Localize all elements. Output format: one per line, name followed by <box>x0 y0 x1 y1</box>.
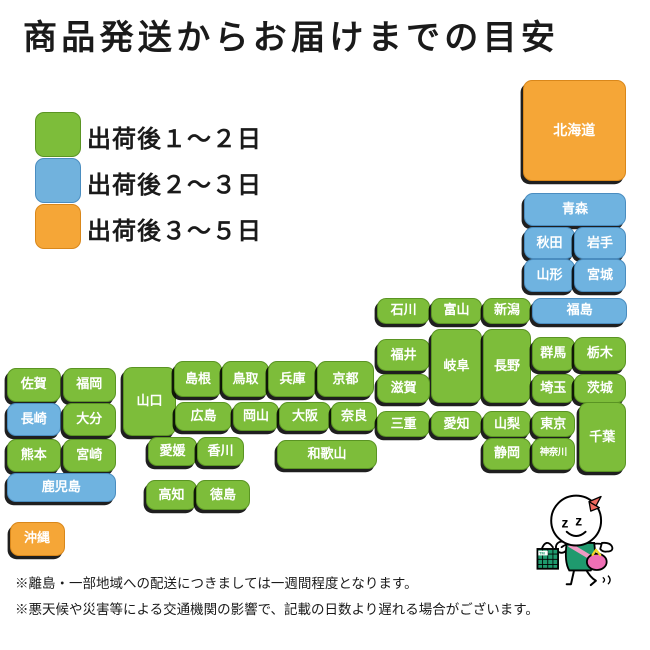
svg-text:z: z <box>575 514 582 529</box>
svg-text:TM: TM <box>539 551 545 556</box>
svg-text:z: z <box>562 515 569 530</box>
